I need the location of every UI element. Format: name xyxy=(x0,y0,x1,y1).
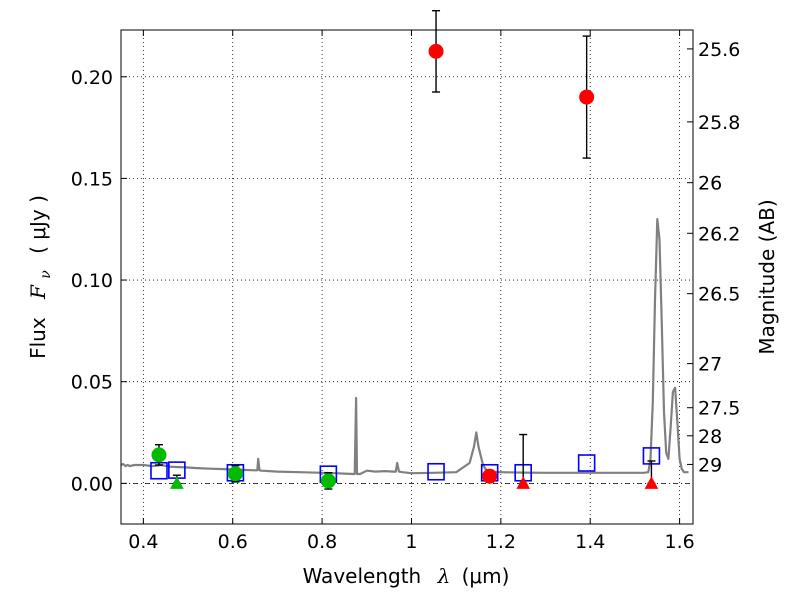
detection-point xyxy=(482,468,498,484)
detection-point xyxy=(151,447,167,463)
y-axis-label: Flux F ν ( μJy ) xyxy=(26,195,55,359)
upper-limit-triangle xyxy=(644,476,659,489)
x-axis-unit: (μm) xyxy=(462,564,510,588)
right-tick-label: 26 xyxy=(698,173,722,195)
y-axis-symbol: F xyxy=(26,284,50,300)
x-axis-label-text: Wavelength xyxy=(303,564,422,588)
x-tick-label: 1.2 xyxy=(486,531,516,553)
plot-frame xyxy=(120,29,694,525)
detection-point xyxy=(579,89,595,105)
y-tick-label: 0.00 xyxy=(71,473,113,495)
detection-point xyxy=(227,466,243,482)
model-spectrum-line xyxy=(120,218,689,476)
y-tick-label: 0.20 xyxy=(71,67,113,89)
right-tick-label: 25.6 xyxy=(698,39,740,61)
x-tick-label: 1.4 xyxy=(575,531,605,553)
upper-limit-triangle xyxy=(170,476,184,489)
y-axis-unit: ( μJy ) xyxy=(26,195,50,254)
plot-series xyxy=(120,9,693,490)
axis-ticks: 0.4 0.6 0.8 1 1.2 1.4 1.6 0.00 0.05 0.10 0.15 0.20 2… xyxy=(71,30,740,553)
grid-lines xyxy=(121,30,693,524)
right-tick-label: 28 xyxy=(698,426,722,448)
upper-limit-triangle xyxy=(516,476,531,489)
model-photometry-square xyxy=(577,454,596,472)
y-tick-label: 0.15 xyxy=(71,168,113,190)
right-tick-label: 29 xyxy=(698,454,722,476)
right-tick-label: 25.8 xyxy=(698,112,740,134)
x-tick-label: 0.4 xyxy=(128,531,158,553)
x-axis-label: Wavelength λ (μm) xyxy=(303,564,510,588)
x-tick-label: 1.6 xyxy=(664,531,694,553)
x-axis-symbol: λ xyxy=(437,564,451,588)
y-axis-subscript: ν xyxy=(38,270,54,279)
right-tick-label: 26.2 xyxy=(698,223,740,245)
x-tick-label: 1 xyxy=(405,531,417,553)
x-tick-label: 0.6 xyxy=(218,531,248,553)
detection-point xyxy=(320,473,336,489)
y-axis-label-text: Flux xyxy=(26,317,50,359)
right-tick-label: 26.5 xyxy=(698,284,740,306)
right-tick-label: 27 xyxy=(698,354,722,376)
right-axis-label: Magnitude (AB) xyxy=(755,199,779,354)
detection-point xyxy=(428,43,444,59)
y-tick-label: 0.10 xyxy=(71,270,113,292)
y-tick-label: 0.05 xyxy=(71,372,113,394)
x-tick-label: 0.8 xyxy=(307,531,337,553)
right-tick-label: 27.5 xyxy=(698,398,740,420)
model-photometry-square xyxy=(427,462,445,481)
